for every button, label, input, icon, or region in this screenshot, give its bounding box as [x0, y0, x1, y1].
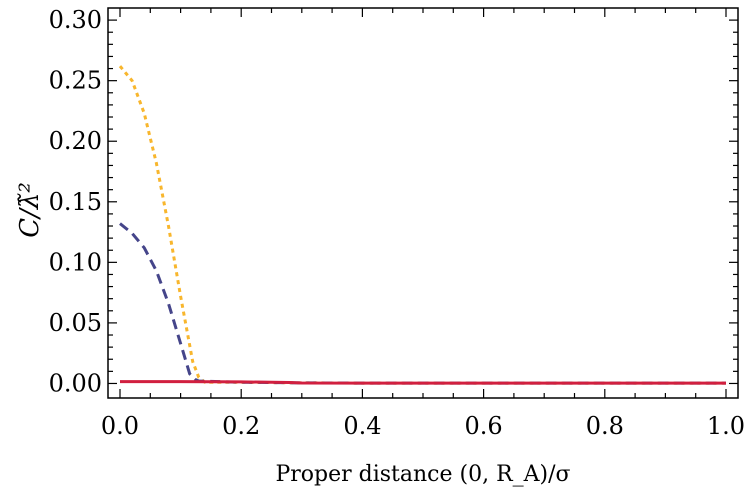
x-tick-label: 0.2 [222, 412, 260, 440]
y-tick-label: 0.20 [49, 127, 102, 155]
y-tick-label: 0.00 [49, 369, 102, 397]
series-layer [118, 65, 726, 385]
series-line-2 [120, 380, 726, 385]
x-tick-label: 1.0 [707, 412, 745, 440]
y-tick-label: 0.10 [49, 248, 102, 276]
x-axis-title: Proper distance (0, R_A)/σ [275, 462, 570, 487]
y-axis-title: C/λ̃² [15, 182, 45, 238]
y-tick-label: 0.30 [49, 6, 102, 34]
series-line-1 [119, 222, 726, 385]
tick-layer [108, 8, 738, 398]
y-tick-label: 0.05 [49, 309, 102, 337]
y-tick-label: 0.15 [49, 188, 102, 216]
x-tick-label: 0.8 [586, 412, 624, 440]
series-line-0 [118, 65, 726, 385]
x-tick-label: 0.0 [101, 412, 139, 440]
label-layer: 0.0 0.2 0.4 0.6 0.8 1.0 0.00 0.05 0.10 0.15 0.20 0.… [49, 6, 746, 440]
plot-frame [107, 7, 739, 399]
x-tick-label: 0.4 [343, 412, 381, 440]
x-tick-label: 0.6 [465, 412, 503, 440]
y-tick-label: 0.25 [49, 67, 102, 95]
